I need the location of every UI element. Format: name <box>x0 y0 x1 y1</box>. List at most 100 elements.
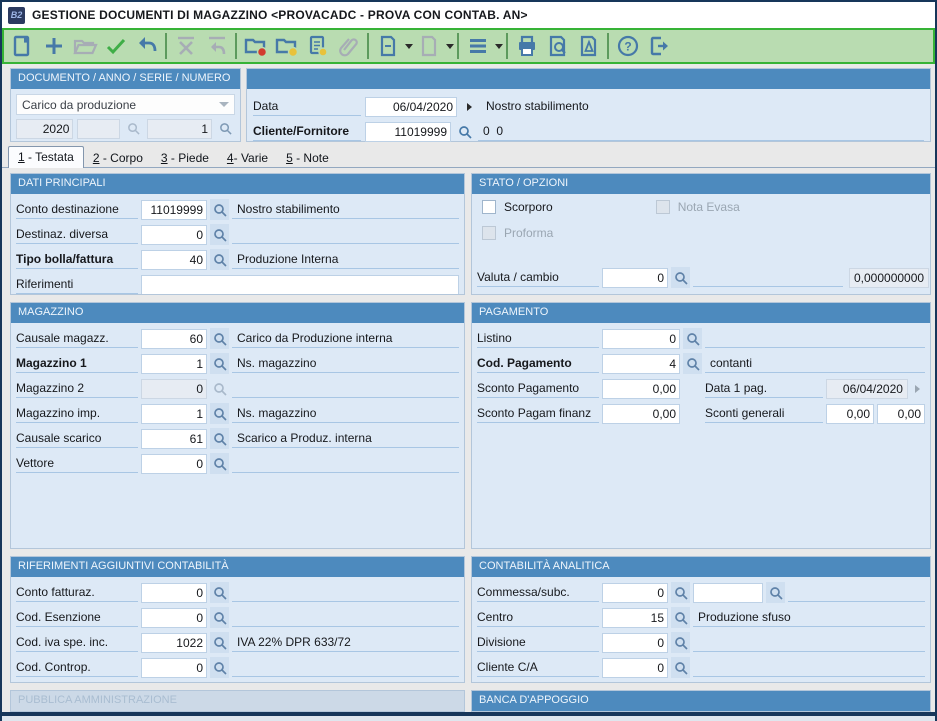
vettore-search-button[interactable] <box>210 453 229 474</box>
tab-bar: 1 - Testata 2 - Corpo 3 - Piede 4- Varie… <box>2 145 935 168</box>
cod-controp-search-button[interactable] <box>210 657 229 678</box>
causale-magazz-field[interactable]: 60 <box>141 329 207 349</box>
tipo-bolla-search-button[interactable] <box>210 249 229 270</box>
search-icon <box>213 661 227 675</box>
report-secondary-caret-icon[interactable] <box>446 44 454 49</box>
open-record-button[interactable] <box>69 32 100 60</box>
cod-controp-field[interactable]: 0 <box>141 658 207 678</box>
confirm-button[interactable] <box>100 32 131 60</box>
tab-piede[interactable]: 3 - Piede <box>152 148 218 168</box>
toolbar-separator <box>235 33 237 59</box>
export-pdf-button[interactable] <box>573 32 604 60</box>
field-label: Listino <box>477 329 599 348</box>
folder-yellow-dot-icon <box>274 34 300 58</box>
chevron-down-icon <box>219 102 229 107</box>
data-next-button[interactable] <box>461 97 477 117</box>
report-output-caret-icon[interactable] <box>405 44 413 49</box>
conto-fatturaz-search-button[interactable] <box>210 582 229 603</box>
vettore-field[interactable]: 0 <box>141 454 207 474</box>
cod-pagamento-search-button[interactable] <box>683 353 702 374</box>
menu-options-button[interactable] <box>462 32 493 60</box>
undo-button[interactable] <box>131 32 162 60</box>
help-button[interactable]: ? <box>612 32 643 60</box>
divisione-field[interactable]: 0 <box>602 633 668 653</box>
report-output-button[interactable] <box>372 32 403 60</box>
panel-title: DATI PRINCIPALI <box>11 174 464 194</box>
field-label: Cliente C/A <box>477 658 599 677</box>
delete-record-button[interactable] <box>170 32 201 60</box>
tab-varie[interactable]: 4- Varie <box>218 148 277 168</box>
anno-field[interactable]: 2020 <box>16 119 73 139</box>
numero-search-button[interactable] <box>216 118 235 139</box>
sconto-generale-2-field[interactable]: 0,00 <box>877 404 925 424</box>
window-title: GESTIONE DOCUMENTI DI MAGAZZINO <PROVACA… <box>32 8 528 22</box>
destinaz-diversa-search-button[interactable] <box>210 224 229 245</box>
field-label: Sconto Pagamento <box>477 379 599 398</box>
scorporo-checkbox[interactable] <box>482 200 496 214</box>
cod-pagamento-field[interactable]: 4 <box>602 354 680 374</box>
panel-pagamento: PAGAMENTO Listino 0 Cod. Pagamento 4 <box>471 302 931 549</box>
panel-title: MAGAZZINO <box>11 303 464 323</box>
tipo-bolla-field[interactable]: 40 <box>141 250 207 270</box>
search-icon <box>213 253 227 267</box>
tab-corpo[interactable]: 2 - Corpo <box>84 148 152 168</box>
restore-record-button[interactable] <box>201 32 232 60</box>
commessa-field[interactable]: 0 <box>602 583 668 603</box>
cliente-ca-search-button[interactable] <box>671 657 690 678</box>
causale-scarico-search-button[interactable] <box>210 428 229 449</box>
tab-note[interactable]: 5 - Note <box>277 148 338 168</box>
data-field[interactable]: 06/04/2020 <box>365 97 457 117</box>
serie-search-button[interactable] <box>124 118 143 139</box>
cliente-fornitore-field[interactable]: 11019999 <box>365 122 451 142</box>
centro-search-button[interactable] <box>671 607 690 628</box>
riferimenti-field[interactable] <box>141 275 459 295</box>
tab-testata[interactable]: 1 - Testata <box>8 146 84 168</box>
sconto-pagamento-field[interactable]: 0,00 <box>602 379 680 399</box>
sconto-pagam-finanz-field[interactable]: 0,00 <box>602 404 680 424</box>
cliente-search-button[interactable] <box>455 121 474 142</box>
cliente-ca-field[interactable]: 0 <box>602 658 668 678</box>
listino-search-button[interactable] <box>683 328 702 349</box>
conto-destinazione-search-button[interactable] <box>210 199 229 220</box>
subcommessa-field[interactable] <box>693 583 763 603</box>
divisione-search-button[interactable] <box>671 632 690 653</box>
sconto-generale-1-field[interactable]: 0,00 <box>826 404 874 424</box>
print-button[interactable] <box>511 32 542 60</box>
serie-field[interactable] <box>77 119 120 139</box>
menu-options-caret-icon[interactable] <box>495 44 503 49</box>
cod-iva-search-button[interactable] <box>210 632 229 653</box>
load-red-marker-button[interactable] <box>240 32 271 60</box>
new-document-button[interactable] <box>7 32 38 60</box>
magazzino-1-field[interactable]: 1 <box>141 354 207 374</box>
print-preview-button[interactable] <box>542 32 573 60</box>
add-record-button[interactable] <box>38 32 69 60</box>
cod-esenzione-search-button[interactable] <box>210 607 229 628</box>
document-notes-button[interactable] <box>302 32 333 60</box>
cod-esenzione-field[interactable]: 0 <box>141 608 207 628</box>
paperclip-icon <box>337 34 361 58</box>
valuta-search-button[interactable] <box>671 267 690 288</box>
subcommessa-search-button[interactable] <box>766 582 785 603</box>
document-type-select[interactable]: Carico da produzione <box>16 94 235 115</box>
valuta-field[interactable]: 0 <box>602 268 668 288</box>
conto-destinazione-field[interactable]: 11019999 <box>141 200 207 220</box>
listino-field[interactable]: 0 <box>602 329 680 349</box>
magazzino-1-search-button[interactable] <box>210 353 229 374</box>
magazzino-imp-field[interactable]: 1 <box>141 404 207 424</box>
conto-fatturaz-field[interactable]: 0 <box>141 583 207 603</box>
centro-field[interactable]: 15 <box>602 608 668 628</box>
numero-field[interactable]: 1 <box>147 119 212 139</box>
destinaz-diversa-field[interactable]: 0 <box>141 225 207 245</box>
cod-iva-field[interactable]: 1022 <box>141 633 207 653</box>
search-icon <box>213 357 227 371</box>
causale-magazz-search-button[interactable] <box>210 328 229 349</box>
attachments-button[interactable] <box>333 32 364 60</box>
report-secondary-button[interactable] <box>413 32 444 60</box>
commessa-search-button[interactable] <box>671 582 690 603</box>
exit-button[interactable] <box>643 32 674 60</box>
magazzino-imp-search-button[interactable] <box>210 403 229 424</box>
field-label: Conto fatturaz. <box>16 583 138 602</box>
new-document-icon <box>11 34 35 58</box>
load-yellow-marker-button[interactable] <box>271 32 302 60</box>
causale-scarico-field[interactable]: 61 <box>141 429 207 449</box>
